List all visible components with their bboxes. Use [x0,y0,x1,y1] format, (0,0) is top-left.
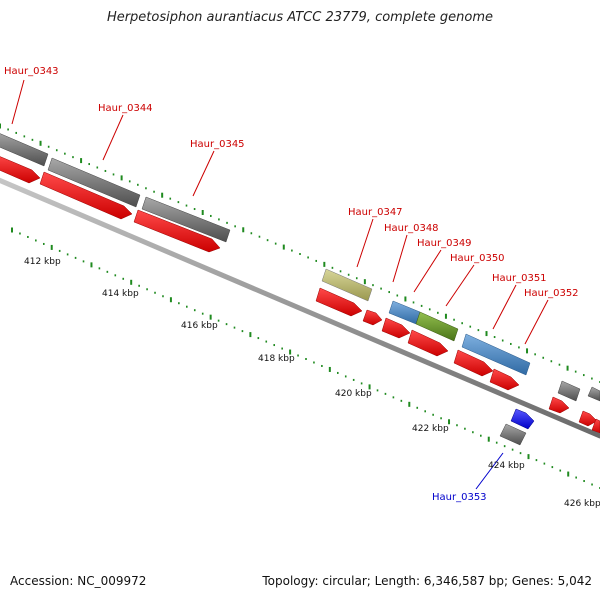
label-leader-line [102,114,124,161]
gene-bar-haur-0347[interactable] [321,268,373,302]
gene-label-haur-0343[interactable]: Haur_0343 [4,66,59,77]
genome-summary-text: Topology: circular; Length: 6,346,587 bp… [262,574,592,588]
cds-arrow-haur-0343[interactable] [0,154,41,184]
gene-bar-haur-0345[interactable] [141,196,231,243]
cds-arrow-haur-0347[interactable] [315,287,363,317]
ruler-label: 424 kbp [488,461,525,471]
ruler-label: 412 kbp [24,257,61,267]
ruler-labels: 412 kbp 414 kbp 416 kbp 418 kbp 420 kbp 422 k… [24,257,600,509]
label-leader-line [445,264,475,307]
cds-arrow-haur-0349[interactable] [407,329,449,357]
gene-label-haur-0349[interactable]: Haur_0349 [417,238,472,249]
gene-label-haur-0352[interactable]: Haur_0352 [524,288,579,299]
gene-bar-haur-0353-grey[interactable] [499,423,527,446]
cds-arrow-haur-0352[interactable] [548,396,570,414]
inner-tick-row [11,227,600,489]
accession-text: Accession: NC_009972 [10,574,147,588]
label-leader-line [392,234,408,283]
cds-arrow-far-right[interactable] [578,410,598,427]
ruler-label: 418 kbp [258,354,295,364]
label-leader-line [492,284,517,330]
gene-label-haur-0347[interactable]: Haur_0347 [348,207,403,218]
gene-label-haur-0351[interactable]: Haur_0351 [492,273,547,284]
label-leader-line [524,299,549,345]
genome-backbone [0,177,600,439]
ruler-label: 426 kbp [564,499,600,509]
ruler-label: 422 kbp [412,424,449,434]
ruler-label: 414 kbp [102,289,139,299]
cds-arrow-haur-0348-small[interactable] [362,309,383,326]
cds-arrow-haur-0350[interactable] [453,349,494,377]
outer-tick-row [0,123,600,383]
label-leader-line [475,452,504,490]
gene-label-haur-0348[interactable]: Haur_0348 [384,223,439,234]
gene-label-haur-0345[interactable]: Haur_0345 [190,139,245,150]
cds-arrow-haur-0348[interactable] [381,317,411,339]
label-leader-line [413,249,442,293]
ruler-label: 420 kbp [335,389,372,399]
cds-arrow-haur-0351[interactable] [489,368,520,391]
label-leaders [11,79,549,490]
gene-bar-haur-0351[interactable] [461,333,531,376]
cds-arrow-haur-0345[interactable] [133,209,221,253]
label-leader-line [192,150,215,197]
label-leader-line [11,79,25,125]
gene-label-haur-0350[interactable]: Haur_0350 [450,253,505,264]
cds-arrow-haur-0344[interactable] [39,171,133,220]
gene-bar-haur-0344[interactable] [47,157,141,208]
gene-bar-haur-0343[interactable] [0,131,49,167]
gene-bar-grey-right[interactable] [557,380,581,402]
gene-bar-haur-0349[interactable] [415,311,459,342]
cds-arrow-haur-0353[interactable] [510,408,535,430]
gene-bar-haur-0348[interactable] [388,300,421,325]
gene-bar-edge-right[interactable] [587,386,600,402]
gene-label-haur-0353[interactable]: Haur_0353 [432,492,487,503]
ruler-label: 416 kbp [181,321,218,331]
genome-track [0,123,600,489]
label-leader-line [356,218,374,268]
map-title: Herpetosiphon aurantiacus ATCC 23779, co… [106,10,494,25]
gene-labels: Haur_0343 Haur_0344 Haur_0345 Haur_0347 Haur… [4,66,579,503]
gene-label-haur-0344[interactable]: Haur_0344 [98,103,153,114]
cds-arrow-edge-right[interactable] [591,418,600,434]
